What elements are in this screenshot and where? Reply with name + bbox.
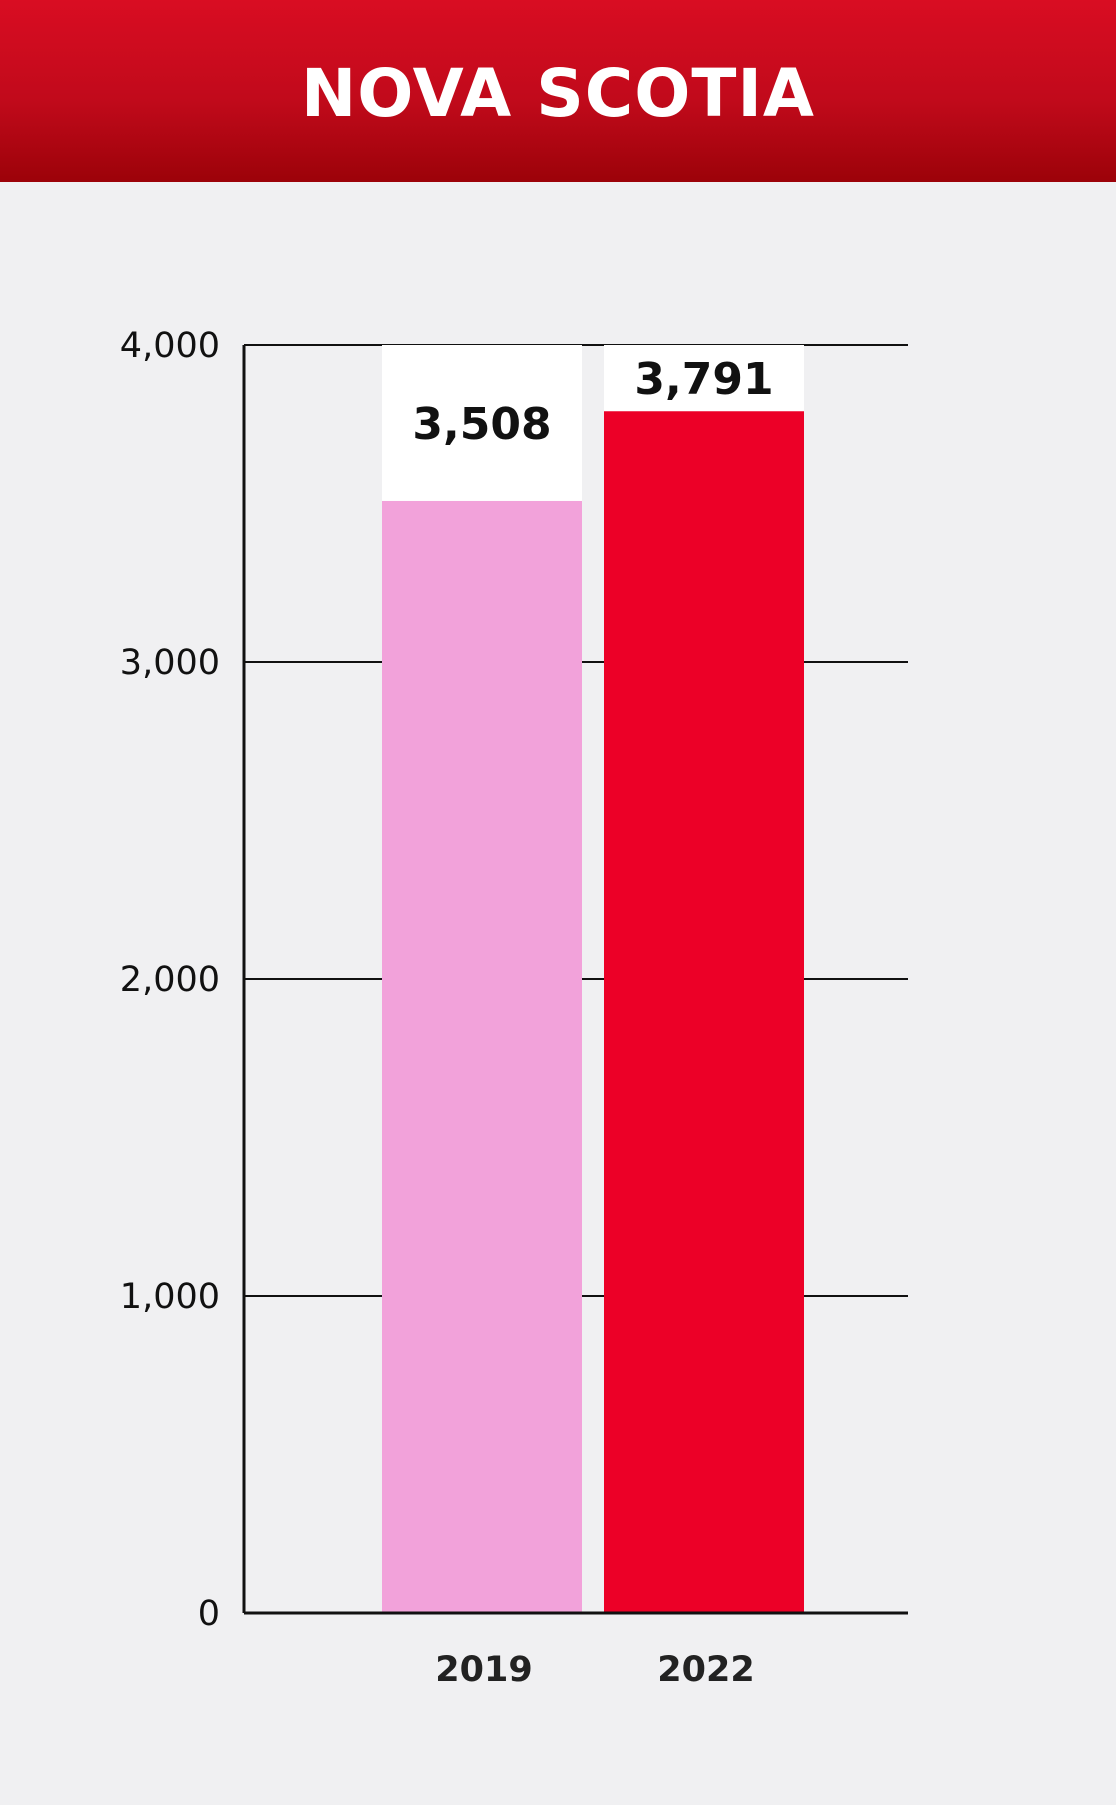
y-tick-label: 4,000: [120, 326, 220, 366]
bar-2019: [382, 500, 582, 1613]
bar-2022: [604, 411, 804, 1614]
y-tick-label: 2,000: [120, 960, 220, 1000]
y-tick-label: 0: [198, 1594, 220, 1634]
x-tick-label: 2019: [435, 1650, 532, 1690]
data-label: 3,508: [412, 399, 551, 450]
x-tick-label: 2022: [657, 1650, 754, 1690]
chart-title: NOVA SCOTIA: [301, 54, 815, 132]
y-tick-label: 3,000: [120, 643, 220, 683]
y-tick-label: 1,000: [120, 1277, 220, 1317]
chart-header: NOVA SCOTIA: [0, 0, 1116, 182]
data-label: 3,791: [634, 354, 773, 405]
